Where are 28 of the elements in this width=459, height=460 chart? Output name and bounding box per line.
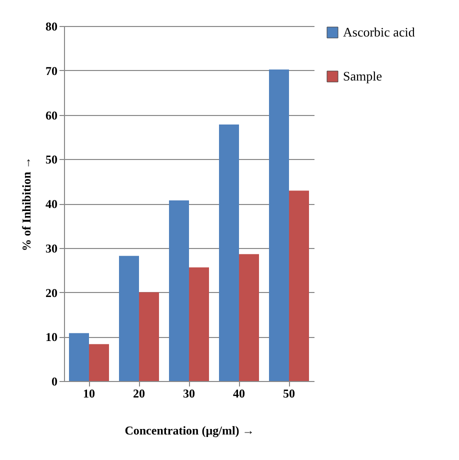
bar bbox=[189, 267, 209, 381]
y-tick-label: 10 bbox=[46, 330, 58, 344]
legend-label: Ascorbic acid bbox=[343, 24, 416, 40]
bar bbox=[119, 256, 139, 381]
y-tick-label: 20 bbox=[46, 286, 58, 300]
y-tick-label: 40 bbox=[46, 197, 58, 211]
bar bbox=[69, 333, 89, 381]
bar bbox=[169, 200, 189, 381]
y-tick-label: 60 bbox=[46, 108, 58, 122]
bar bbox=[239, 254, 259, 381]
x-tick-label: 10 bbox=[83, 386, 95, 400]
x-tick-label: 50 bbox=[283, 386, 295, 400]
y-axis-title: % of Inhibition → bbox=[20, 156, 34, 252]
x-axis-title: Concentration (µg/ml) → bbox=[124, 424, 254, 438]
y-tick-label: 80 bbox=[46, 20, 58, 34]
x-tick-label: 40 bbox=[233, 386, 245, 400]
x-tick-label: 30 bbox=[183, 386, 195, 400]
y-tick-label: 70 bbox=[46, 64, 58, 78]
bar bbox=[219, 124, 239, 381]
x-tick-label: 20 bbox=[133, 386, 145, 400]
y-tick-label: 0 bbox=[52, 374, 58, 388]
bar bbox=[89, 344, 109, 381]
bar bbox=[139, 292, 159, 381]
y-tick-label: 30 bbox=[46, 241, 58, 256]
bar bbox=[289, 190, 309, 381]
bar bbox=[269, 69, 289, 381]
legend-label: Sample bbox=[343, 68, 382, 84]
y-tick-label: 50 bbox=[46, 152, 58, 167]
